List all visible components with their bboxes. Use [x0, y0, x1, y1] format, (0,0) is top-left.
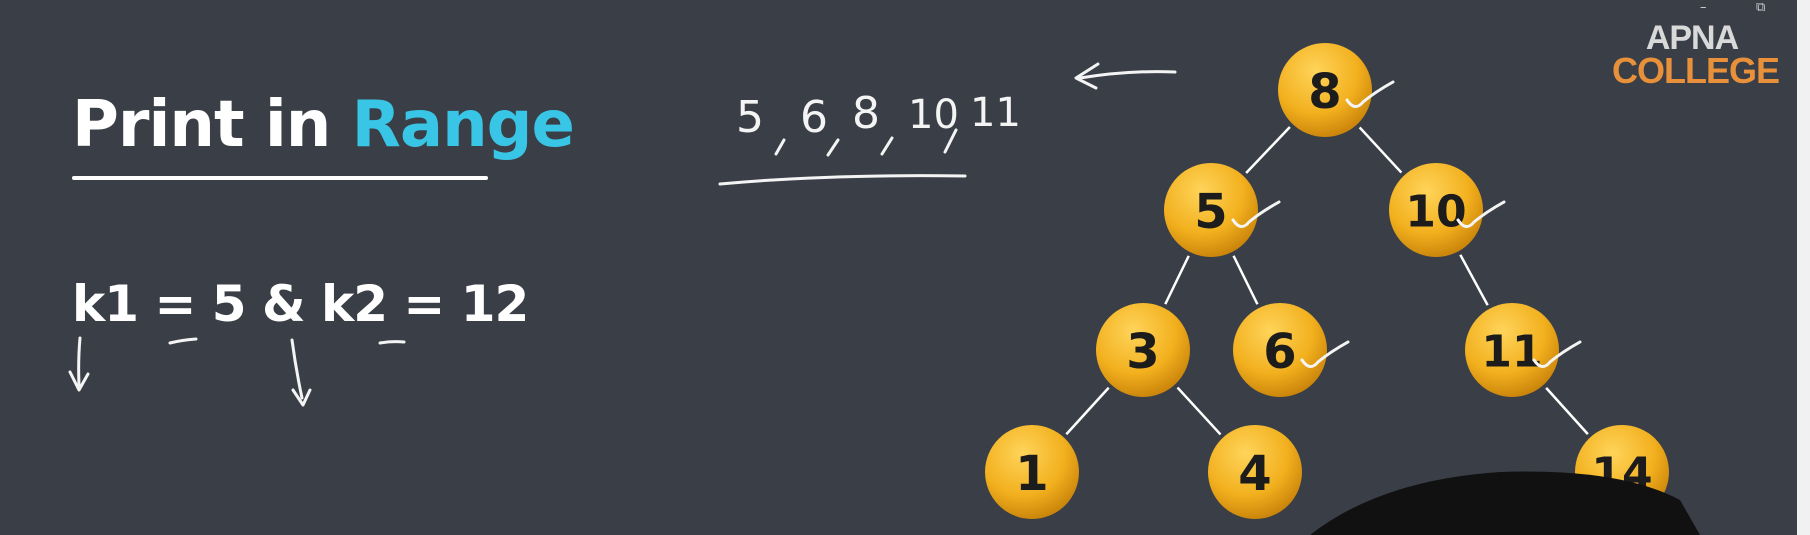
minimize-icon[interactable]: – [1700, 0, 1707, 15]
tree-node-label: 4 [1238, 446, 1271, 502]
tree-node-circle [1096, 303, 1190, 397]
tree-edges [1065, 126, 1589, 436]
tree-node-circle [1208, 425, 1302, 519]
tree-node-label: 6 [1263, 324, 1296, 380]
checkmark-icon [1532, 340, 1582, 368]
slide-title: Print in Range [72, 88, 575, 162]
checkmark-icon [1456, 200, 1506, 228]
tree-node-1: 1 [985, 425, 1079, 519]
sequence-underline [718, 174, 967, 186]
tree-edge [1545, 387, 1589, 435]
sequence-item: 10 [908, 92, 959, 138]
comma-mark [774, 138, 786, 156]
tree-node-label: 8 [1308, 64, 1341, 120]
sequence-item: 6 [800, 92, 828, 143]
checkmark-icon [1231, 200, 1281, 228]
restore-icon[interactable]: ⧉ [1756, 0, 1766, 15]
comma-mark [943, 128, 958, 154]
sequence-item: 11 [970, 90, 1021, 136]
tree-edge [1459, 254, 1489, 306]
tree-edge [1232, 255, 1259, 305]
handwritten-sequence: 5 6 8 10 11 [718, 88, 1021, 186]
comma-mark [826, 138, 840, 157]
apna-college-logo: APNA COLLEGE [1612, 19, 1780, 92]
sequence-item: 8 [852, 88, 880, 139]
tree-nodes: 85 103 6 111 4 14 [985, 43, 1669, 519]
comma-mark [880, 136, 894, 156]
tree-edge [1245, 126, 1291, 174]
checkmark-icon [1345, 80, 1395, 108]
tree-node-6: 6 [1233, 303, 1327, 397]
tree-node-circle [1278, 43, 1372, 137]
k2-down-arrow-icon [290, 338, 312, 407]
value-underline-12 [378, 340, 406, 345]
title-underline [72, 176, 488, 180]
tree-node-label: 10 [1405, 187, 1466, 238]
window-edge [1797, 0, 1810, 535]
tree-node-label: 3 [1126, 324, 1159, 380]
checkmark-icon [1300, 340, 1350, 368]
tree-node-11: 11 [1465, 303, 1559, 397]
tree-node-label: 11 [1481, 327, 1542, 378]
tree-node-4: 4 [1208, 425, 1302, 519]
tree-node-5: 5 [1164, 163, 1258, 257]
title-text: Print in [72, 88, 352, 162]
tree-node-circle [1233, 303, 1327, 397]
tree-node-8: 8 [1278, 43, 1372, 137]
range-formula: k1 = 5 & k2 = 12 [72, 275, 529, 333]
presenter-silhouette [1310, 471, 1700, 535]
left-arrow-icon [1074, 62, 1177, 90]
tree-edge [1065, 386, 1110, 436]
tree-node-label: 1 [1015, 446, 1048, 502]
tree-node-circle [1164, 163, 1258, 257]
tree-node-3: 3 [1096, 303, 1190, 397]
tree-node-circle [985, 425, 1079, 519]
value-underline-5 [168, 337, 198, 345]
tree-edge [1164, 255, 1190, 305]
title-accent-text: Range [351, 88, 575, 162]
tree-edge [1358, 126, 1403, 174]
k1-down-arrow-icon [68, 336, 90, 392]
tree-node-10: 10 [1389, 163, 1483, 257]
tree-node-circle [1389, 163, 1483, 257]
logo-line-2: COLLEGE [1612, 50, 1780, 92]
tree-edge [1176, 386, 1222, 436]
tree-node-label: 5 [1194, 184, 1227, 240]
tree-checkmarks [1231, 80, 1582, 368]
tree-node-circle [1465, 303, 1559, 397]
sequence-item: 5 [736, 92, 764, 143]
logo-line-1: APNA [1645, 19, 1739, 57]
